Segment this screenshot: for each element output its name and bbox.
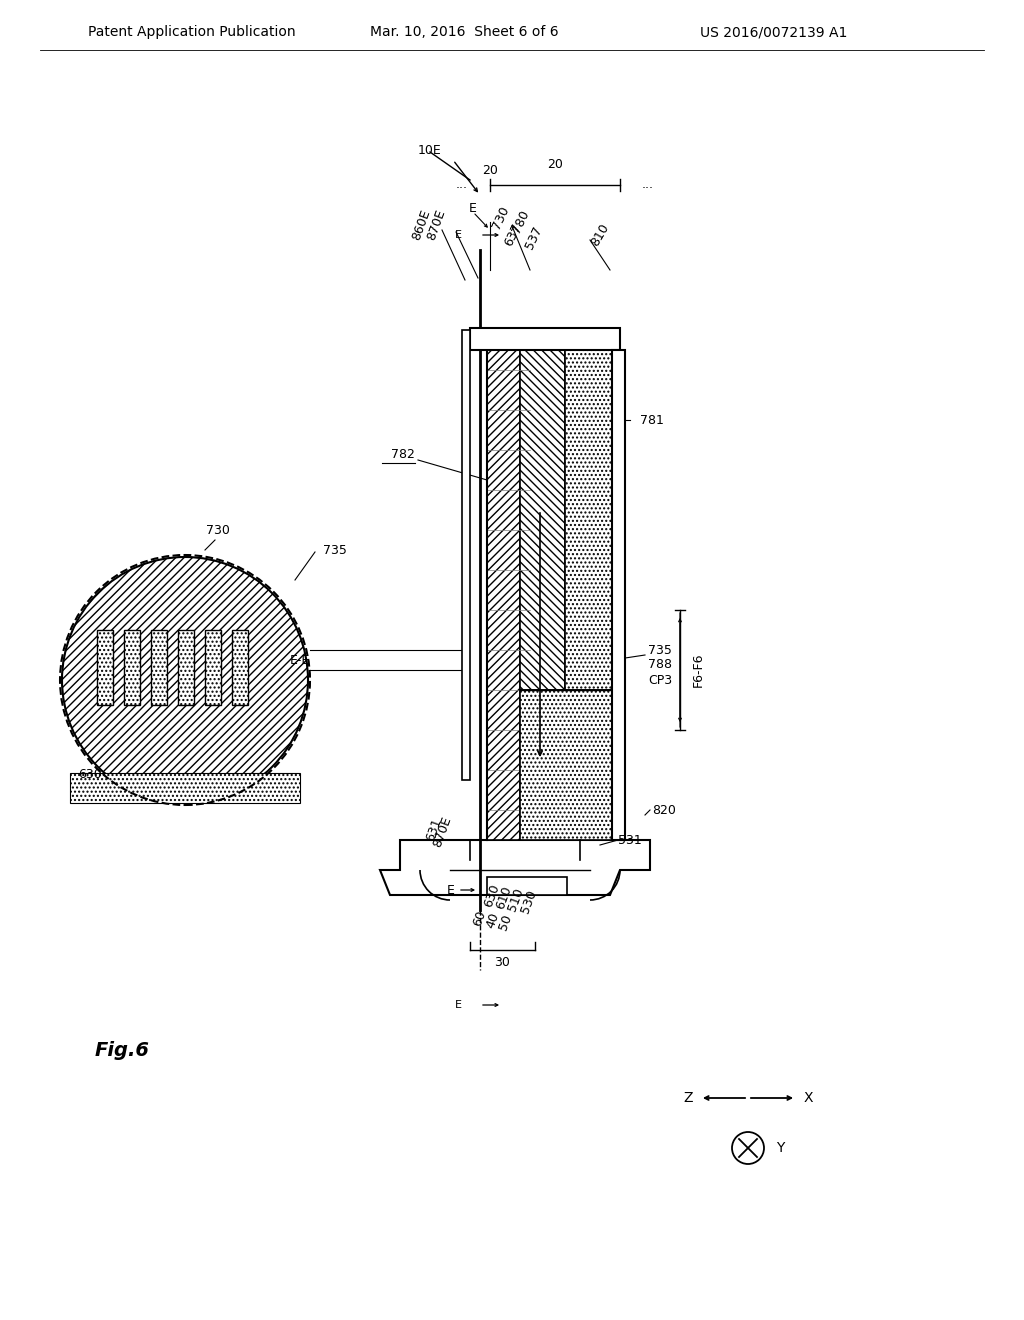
Text: 870E: 870E	[431, 814, 454, 849]
Text: 20: 20	[547, 158, 563, 172]
Bar	[151, 630, 167, 705]
Bar	[565, 350, 612, 690]
Text: ...: ...	[642, 178, 654, 191]
Bar	[232, 630, 248, 705]
Text: 631: 631	[424, 817, 444, 843]
Text: E: E	[455, 230, 462, 240]
Bar	[520, 690, 612, 840]
Text: 40: 40	[484, 911, 502, 929]
Circle shape	[62, 557, 308, 803]
Text: 730: 730	[490, 205, 512, 231]
Bar	[205, 630, 221, 705]
Text: E: E	[469, 202, 477, 214]
Bar	[462, 330, 470, 780]
Polygon shape	[380, 840, 650, 895]
Bar	[487, 876, 567, 895]
Text: 735: 735	[323, 544, 347, 557]
Text: ...: ...	[456, 178, 468, 191]
Text: X: X	[803, 1092, 813, 1105]
Bar	[487, 350, 520, 840]
Text: 60: 60	[471, 908, 488, 928]
Text: 780: 780	[510, 209, 531, 236]
Text: 782: 782	[391, 449, 415, 462]
Text: Mar. 10, 2016  Sheet 6 of 6: Mar. 10, 2016 Sheet 6 of 6	[370, 25, 559, 40]
Text: Patent Application Publication: Patent Application Publication	[88, 25, 296, 40]
Text: 610: 610	[494, 884, 514, 911]
Text: US 2016/0072139 A1: US 2016/0072139 A1	[700, 25, 848, 40]
Text: 30: 30	[494, 956, 510, 969]
Text: 810: 810	[588, 222, 611, 248]
Text: E: E	[447, 883, 455, 896]
Text: 788: 788	[648, 659, 672, 672]
Text: 20: 20	[482, 165, 498, 177]
Text: 735: 735	[648, 644, 672, 656]
Text: CP3: CP3	[648, 673, 672, 686]
Text: 730: 730	[206, 524, 230, 536]
Text: 630: 630	[78, 768, 101, 781]
Text: 510: 510	[506, 887, 526, 913]
Text: 860E: 860E	[410, 207, 433, 242]
Text: Fig.6: Fig.6	[95, 1040, 150, 1060]
Text: 637: 637	[502, 222, 524, 248]
Text: E: E	[455, 1001, 462, 1010]
Text: 870E: 870E	[425, 207, 449, 242]
Text: E-E: E-E	[290, 653, 310, 667]
Bar	[70, 774, 300, 803]
Text: F6-F6: F6-F6	[691, 653, 705, 688]
Bar	[612, 350, 625, 840]
Bar	[178, 630, 194, 705]
Bar	[470, 327, 620, 350]
Text: Y: Y	[776, 1140, 784, 1155]
Text: 530: 530	[519, 888, 540, 916]
Circle shape	[60, 554, 310, 805]
Text: 781: 781	[640, 413, 664, 426]
Text: 10E: 10E	[418, 144, 442, 157]
Text: 537: 537	[523, 224, 545, 252]
Text: 531: 531	[618, 833, 642, 846]
Bar	[124, 630, 140, 705]
Text: Z: Z	[683, 1092, 693, 1105]
Text: 50: 50	[497, 912, 514, 932]
Text: 820: 820	[652, 804, 676, 817]
Text: 630: 630	[482, 883, 503, 909]
Bar	[520, 350, 565, 690]
Bar	[97, 630, 113, 705]
